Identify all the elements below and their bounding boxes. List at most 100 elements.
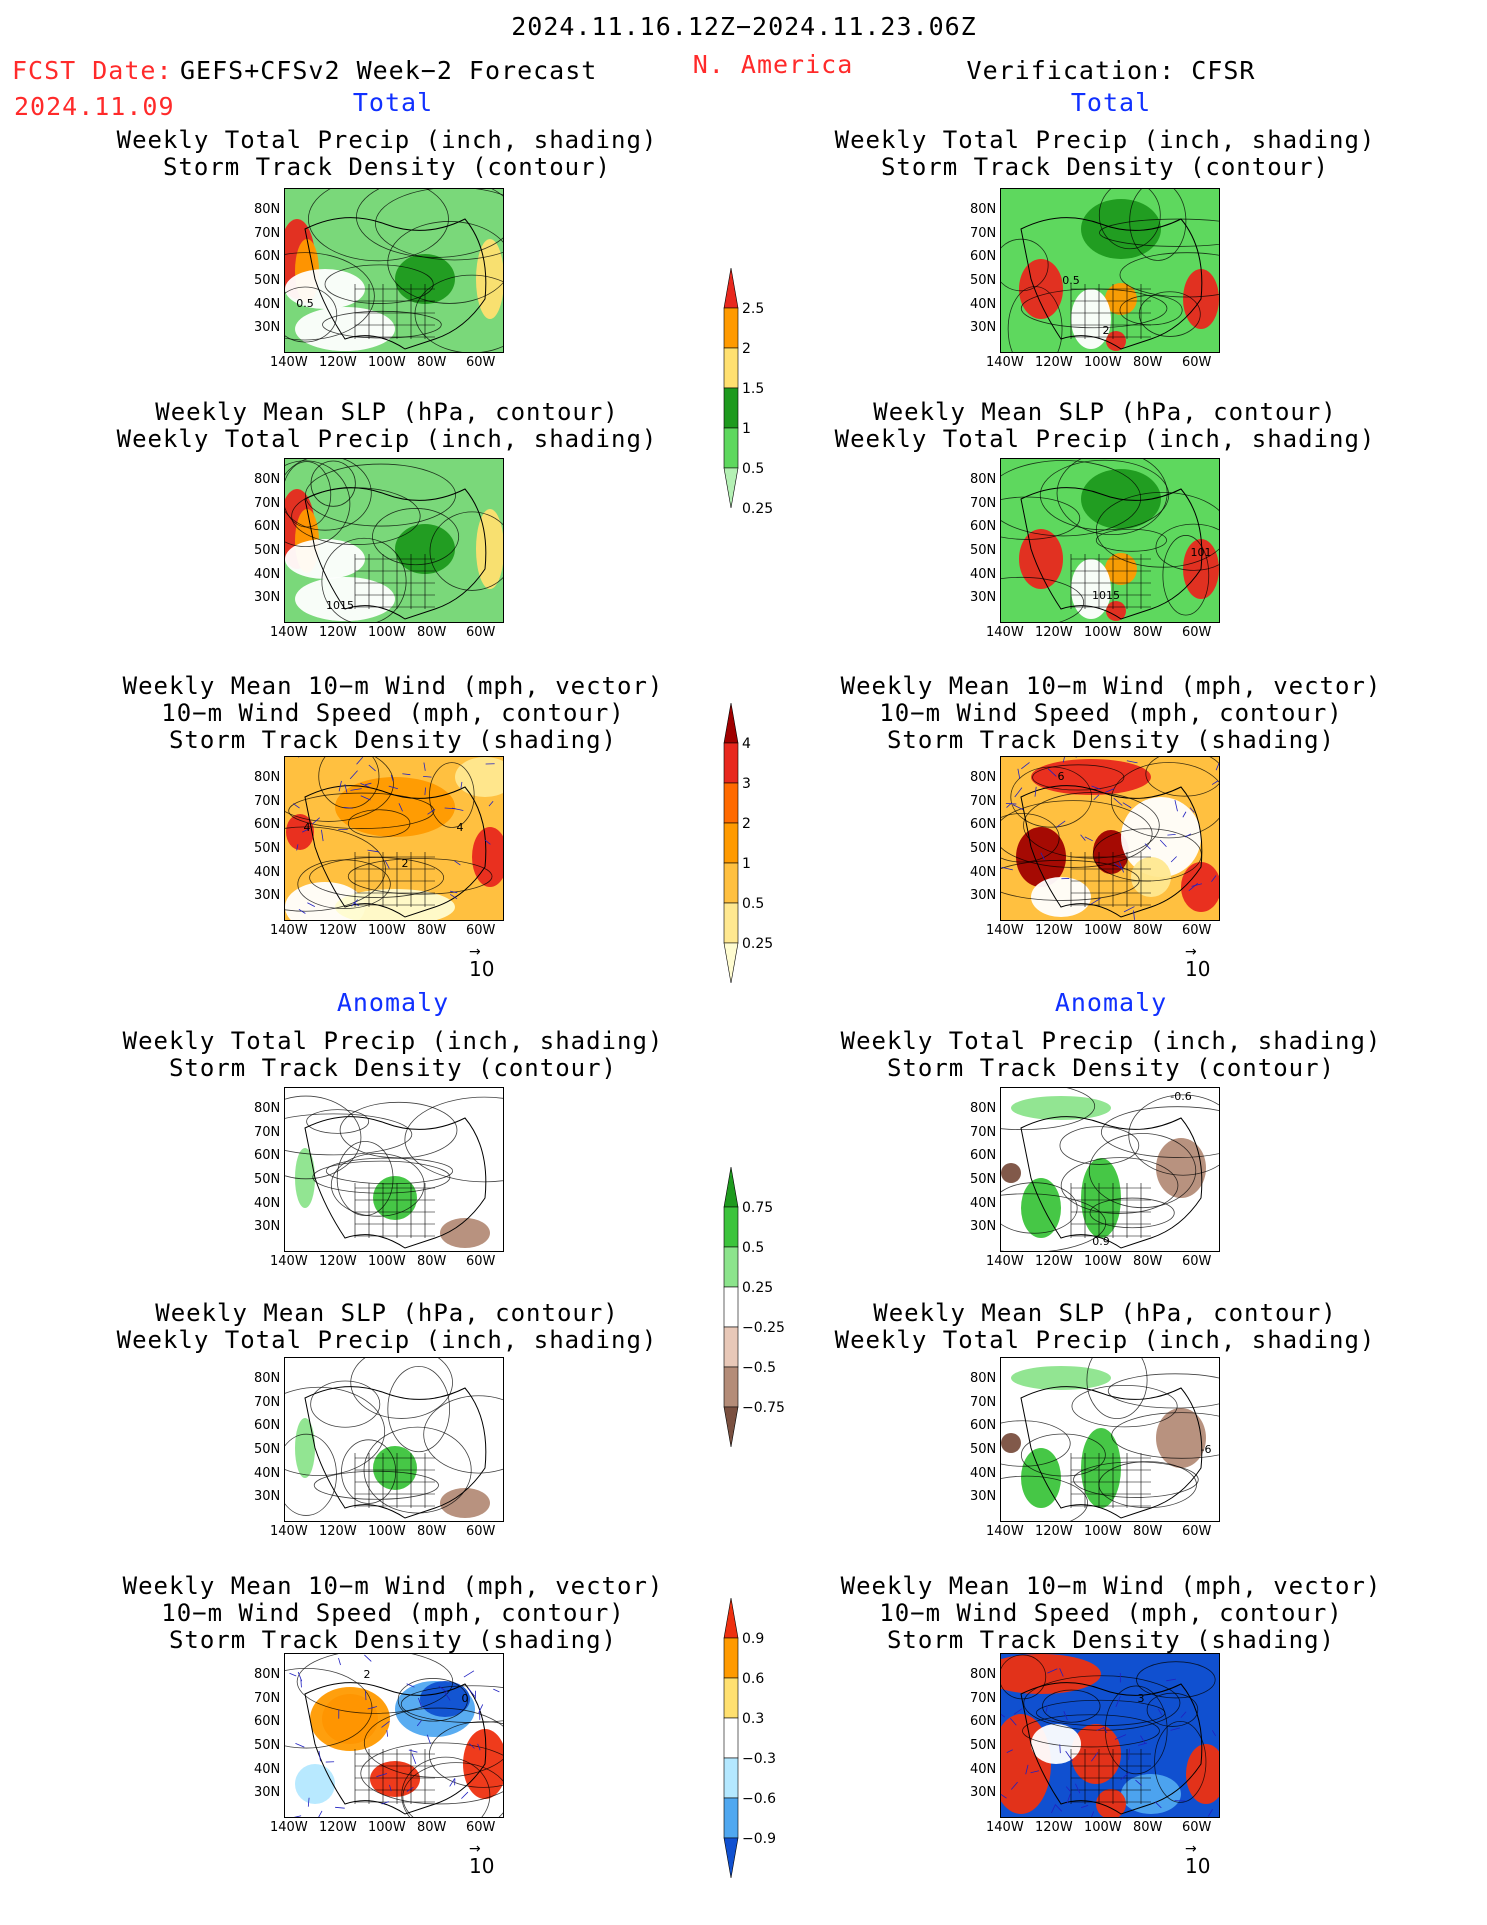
latitude-label: 40N <box>970 1196 997 1211</box>
weather-map: 1015 <box>284 458 504 623</box>
longitude-label: 140W <box>986 625 1024 640</box>
map-graphic: 4 2 4 <box>285 757 503 920</box>
forecast-period: 2024.11.16.12Z−2024.11.23.06Z <box>511 12 977 41</box>
vector-reference-label: → 10 <box>1185 1841 1211 1878</box>
latitude-label: 40N <box>254 1762 281 1777</box>
colorbar-tick-label: −0.75 <box>742 1400 785 1416</box>
contour-label: 4 <box>457 821 464 834</box>
longitude-label: 60W <box>1182 625 1212 640</box>
longitude-label: 100W <box>1084 1524 1122 1539</box>
map-graphic <box>285 1088 503 1251</box>
longitude-label: 60W <box>466 923 496 938</box>
map-graphic: -0.6 0.9 <box>1001 1088 1219 1251</box>
longitude-label: 120W <box>319 355 357 370</box>
contour-label: 4 <box>304 821 311 834</box>
longitude-label: 120W <box>1035 1524 1073 1539</box>
longitude-label: 120W <box>319 923 357 938</box>
region-label: N. America <box>692 50 854 79</box>
title-slp-precip: Weekly Mean SLP (hPa, contour) Weekly Tot… <box>834 1299 1376 1354</box>
latitude-label: 60N <box>254 519 281 534</box>
longitude-label: 80W <box>417 355 447 370</box>
latitude-label: 70N <box>254 226 281 241</box>
longitude-label: 80W <box>1133 1254 1163 1269</box>
latitude-label: 30N <box>254 590 281 605</box>
colorbar-tick-label: 0.75 <box>742 1200 773 1216</box>
contour-label: 2 <box>1103 324 1110 337</box>
colorbar-tick-label: 0.5 <box>742 461 764 477</box>
latitude-label: 60N <box>254 817 281 832</box>
title-precip-storm: Weekly Total Precip (inch, shading) Storm… <box>834 126 1376 181</box>
colorbar-tick-label: 0.5 <box>742 896 764 912</box>
colorbar-tick-label: 2 <box>742 341 751 357</box>
longitude-label: 60W <box>466 1524 496 1539</box>
longitude-label: 120W <box>319 625 357 640</box>
latitude-label: 50N <box>254 273 281 288</box>
map-graphic: 6 <box>1001 757 1219 920</box>
latitude-label: 80N <box>254 202 281 217</box>
colorbar-tick-label: 0.25 <box>742 936 773 952</box>
longitude-label: 140W <box>986 1524 1024 1539</box>
longitude-label: 120W <box>319 1524 357 1539</box>
latitude-label: 40N <box>254 297 281 312</box>
contour-label: 3 <box>1138 1692 1145 1705</box>
title-precip-storm: Weekly Total Precip (inch, shading) Storm… <box>840 1027 1382 1082</box>
latitude-label: 50N <box>970 1738 997 1753</box>
longitude-label: 100W <box>1084 1254 1122 1269</box>
longitude-label: 60W <box>1182 1254 1212 1269</box>
longitude-label: 100W <box>368 1820 406 1835</box>
latitude-label: 70N <box>970 1691 997 1706</box>
latitude-label: 30N <box>970 1489 997 1504</box>
contour-label: 6 <box>1058 770 1065 783</box>
longitude-label: 80W <box>417 1524 447 1539</box>
weather-map <box>284 1357 504 1522</box>
latitude-label: 60N <box>254 249 281 264</box>
latitude-label: 40N <box>970 1466 997 1481</box>
longitude-label: 80W <box>1133 625 1163 640</box>
latitude-label: 60N <box>970 1148 997 1163</box>
map-graphic <box>285 1358 503 1521</box>
longitude-label: 80W <box>417 1820 447 1835</box>
longitude-label: 140W <box>986 1820 1024 1835</box>
colorbar-tick-label: 0.6 <box>742 1671 764 1687</box>
map-graphic: 1015 <box>285 459 503 622</box>
latitude-label: 40N <box>254 1196 281 1211</box>
weather-map <box>284 1087 504 1252</box>
latitude-label: 50N <box>970 543 997 558</box>
latitude-label: 60N <box>970 1418 997 1433</box>
latitude-label: 50N <box>970 841 997 856</box>
title-wind: Weekly Mean 10−m Wind (mph, vector) 10−m … <box>122 672 664 754</box>
longitude-label: 60W <box>466 355 496 370</box>
weather-map: 4 2 4 <box>284 756 504 921</box>
latitude-label: 70N <box>254 794 281 809</box>
latitude-label: 80N <box>254 1101 281 1116</box>
longitude-label: 120W <box>319 1254 357 1269</box>
latitude-label: 60N <box>254 1714 281 1729</box>
longitude-label: 100W <box>368 923 406 938</box>
vector-reference-label: → 10 <box>469 944 495 981</box>
colorbar-tick-label: 0.25 <box>742 1280 773 1296</box>
colorbar-tick-label: 1 <box>742 421 751 437</box>
verification-label: Verification: CFSR <box>966 56 1256 85</box>
latitude-label: 80N <box>970 472 997 487</box>
fcst-date-label: FCST Date: <box>12 56 173 85</box>
latitude-label: 30N <box>254 1785 281 1800</box>
longitude-label: 60W <box>1182 1820 1212 1835</box>
longitude-label: 120W <box>1035 923 1073 938</box>
longitude-label: 80W <box>1133 1820 1163 1835</box>
longitude-label: 100W <box>368 1524 406 1539</box>
latitude-label: 80N <box>970 770 997 785</box>
title-precip-storm: Weekly Total Precip (inch, shading) Storm… <box>122 1027 664 1082</box>
latitude-label: 60N <box>254 1148 281 1163</box>
longitude-label: 140W <box>270 355 308 370</box>
latitude-label: 50N <box>254 1172 281 1187</box>
latitude-label: 70N <box>254 1125 281 1140</box>
colorbar-tick-label: 2 <box>742 816 751 832</box>
latitude-label: 80N <box>254 1371 281 1386</box>
longitude-label: 80W <box>1133 923 1163 938</box>
fcst-date: 2024.11.09 <box>14 92 175 121</box>
longitude-label: 80W <box>1133 1524 1163 1539</box>
latitude-label: 50N <box>970 273 997 288</box>
longitude-label: 80W <box>1133 355 1163 370</box>
colorbar-precip-anomaly: 0.75 0.5 0.25 −0.25 −0.5 −0.75 <box>718 1166 858 1461</box>
